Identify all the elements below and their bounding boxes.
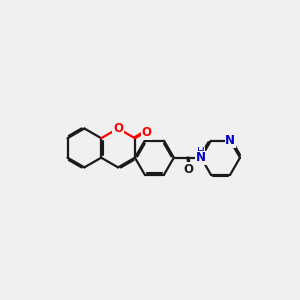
Text: H: H (197, 147, 205, 158)
Text: N: N (225, 134, 235, 147)
Text: N: N (196, 151, 206, 164)
Text: O: O (113, 122, 123, 135)
Text: O: O (184, 163, 194, 176)
Text: O: O (142, 126, 152, 140)
